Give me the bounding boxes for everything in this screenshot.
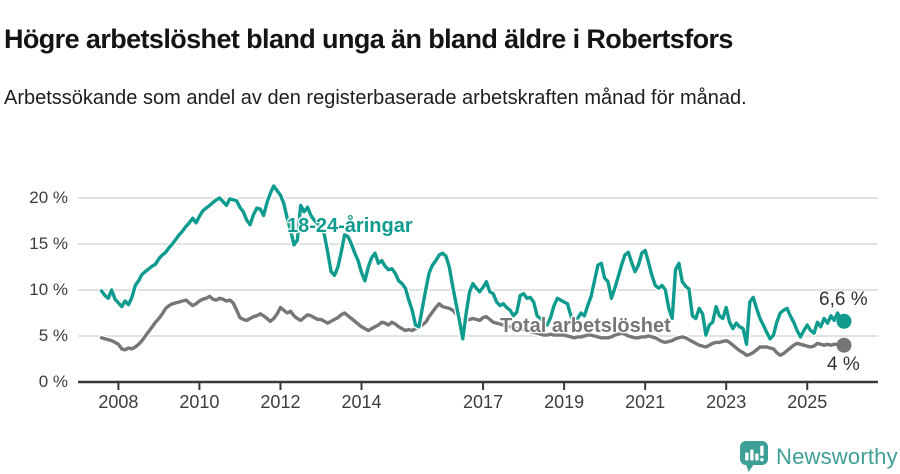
newsworthy-logo: Newsworthy <box>739 440 898 473</box>
series-line <box>99 184 843 346</box>
series-end-dot <box>836 313 852 329</box>
x-axis-label: 2010 <box>179 392 220 412</box>
x-axis-label: 2014 <box>341 392 382 412</box>
series-label-total: Total arbetslöshet <box>500 315 671 337</box>
series-label-young: 18-24-åringar <box>287 215 413 237</box>
end-value-label-young: 6,6 % <box>819 289 868 310</box>
newsworthy-logo-icon <box>740 441 768 472</box>
x-axis-label: 2025 <box>787 392 828 412</box>
x-axis-label: 2019 <box>544 392 585 412</box>
series-end-dot <box>836 337 852 353</box>
series-line <box>99 294 843 357</box>
x-axis-label: 2008 <box>98 392 139 412</box>
x-axis-label: 2023 <box>706 392 747 412</box>
y-axis-label: 5 % <box>38 326 68 345</box>
end-value-label-total: 4 % <box>827 354 860 375</box>
chart-subtitle: Arbetssökande som andel av den registerb… <box>4 87 747 109</box>
y-axis-label: 15 % <box>29 234 68 253</box>
newsworthy-brand-text: Newsworthy <box>776 443 898 469</box>
y-axis-label: 0 % <box>38 372 68 391</box>
y-axis-label: 10 % <box>29 280 68 299</box>
x-axis-label: 2017 <box>463 392 504 412</box>
x-axis-label: 2021 <box>625 392 666 412</box>
x-axis-label: 2012 <box>260 392 301 412</box>
page-title: Högre arbetslöshet bland unga än bland ä… <box>4 24 733 55</box>
y-axis-label: 20 % <box>29 188 68 207</box>
